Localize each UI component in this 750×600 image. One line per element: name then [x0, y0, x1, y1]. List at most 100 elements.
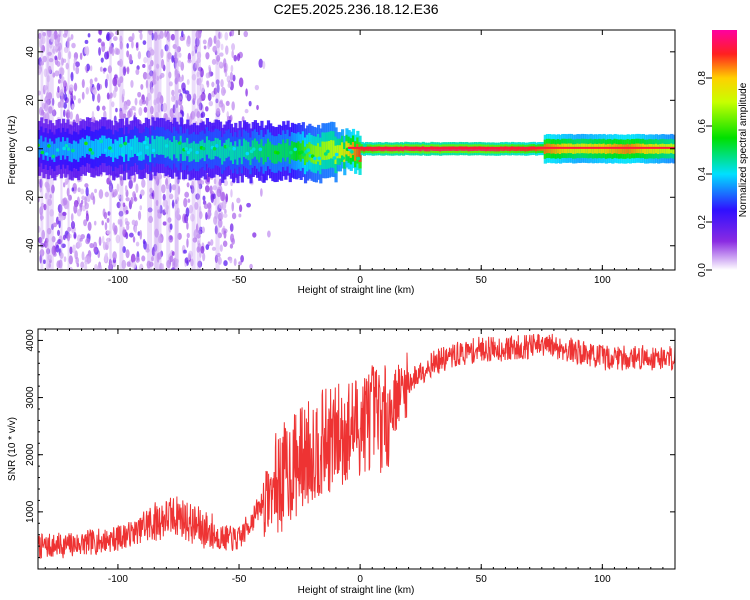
spectrogram-panel: -100 -50 0 50 100 -40 -20 0 20 40 Height of strai…: [7, 29, 676, 296]
noise-speckle: [41, 35, 46, 45]
noise-speckle: [130, 196, 134, 205]
noise-speckle: [39, 249, 45, 257]
noise-speckle: [153, 99, 157, 106]
noise-speckle: [50, 33, 55, 43]
noise-speckle: [71, 187, 75, 192]
band-cell: [412, 146, 417, 152]
band-cell: [288, 145, 292, 164]
noise-speckle: [59, 89, 64, 97]
noise-speckle: [186, 38, 191, 47]
band-cell: [262, 146, 266, 165]
noise-speckle: [212, 45, 218, 53]
noise-speckle: [39, 178, 43, 189]
band-cell: [146, 137, 151, 156]
band-hotspot: [62, 146, 66, 151]
noise-speckle: [72, 244, 76, 254]
band-cell: [208, 140, 212, 159]
noise-speckle: [61, 211, 67, 217]
noise-speckle: [148, 64, 152, 71]
snr-marks: [38, 333, 675, 560]
band-cell: [312, 145, 316, 164]
noise-speckle: [218, 100, 224, 108]
band-hotspot: [302, 153, 306, 157]
noise-speckle: [66, 233, 71, 242]
noise-speckle: [58, 219, 61, 229]
noise-speckle: [221, 191, 226, 202]
noise-speckle: [164, 204, 169, 214]
noise-speckle: [147, 207, 153, 213]
noise-speckle: [173, 257, 177, 263]
noise-speckle: [63, 93, 68, 102]
noise-speckle: [94, 188, 97, 194]
noise-speckle: [66, 187, 70, 197]
noise-speckle: [138, 106, 143, 116]
noise-speckle: [156, 252, 160, 263]
noise-speckle: [109, 180, 112, 186]
noise-speckle: [58, 30, 62, 35]
band-hotspot: [225, 144, 230, 149]
x-tick-label: -50: [232, 275, 247, 286]
noise-speckle: [176, 196, 180, 202]
noise-speckle: [159, 30, 164, 39]
band-cell: [493, 147, 497, 152]
noise-speckle: [137, 210, 142, 221]
noise-speckle: [162, 221, 167, 226]
noise-speckle: [62, 33, 68, 38]
noise-speckle: [73, 232, 77, 239]
noise-speckle: [48, 106, 53, 114]
noise-speckle: [147, 51, 151, 58]
noise-speckle: [75, 61, 80, 68]
noise-speckle: [252, 232, 257, 238]
noise-speckle: [194, 37, 200, 48]
band-hotspot: [84, 141, 88, 146]
noise-speckle: [143, 56, 148, 64]
noise-speckle: [68, 194, 72, 201]
band-hotspot: [55, 148, 60, 152]
noise-speckle: [187, 252, 191, 261]
noise-speckle: [61, 76, 65, 82]
band-hotspot: [110, 149, 114, 153]
noise-speckle: [46, 98, 52, 106]
noise-speckle: [138, 30, 143, 34]
band-cell: [332, 140, 336, 159]
noise-speckle: [254, 84, 260, 91]
noise-speckle: [109, 92, 113, 99]
noise-speckle: [84, 46, 87, 55]
noise-speckle: [258, 58, 264, 68]
noise-speckle: [164, 44, 169, 52]
noise-speckle: [208, 211, 212, 217]
noise-speckle: [57, 79, 61, 84]
noise-speckle: [171, 199, 175, 209]
noise-speckle: [216, 83, 220, 94]
noise-speckle: [186, 93, 192, 102]
noise-speckle: [227, 82, 232, 89]
noise-speckle: [229, 257, 233, 264]
noise-speckle: [230, 30, 235, 37]
noise-speckle: [101, 220, 104, 226]
noise-speckle: [47, 65, 52, 74]
noise-speckle: [236, 197, 241, 204]
band-cell: [140, 142, 144, 161]
noise-speckle: [51, 184, 55, 194]
noise-speckle: [139, 229, 143, 240]
noise-speckle: [62, 80, 67, 89]
band-cell: [40, 135, 44, 155]
noise-speckle: [211, 81, 215, 88]
band-cell: [53, 143, 57, 163]
band-cell: [382, 146, 386, 152]
y-tick-label: 3000: [25, 386, 36, 409]
band-hotspot: [99, 139, 104, 144]
noise-speckle: [98, 46, 101, 56]
band-cell: [266, 138, 271, 157]
noise-speckle: [256, 104, 259, 111]
band-cell: [105, 138, 109, 157]
band-cell: [617, 144, 622, 154]
noise-speckle: [81, 195, 86, 201]
noise-speckle: [150, 192, 154, 197]
band-cell: [75, 141, 79, 160]
snr-series-line: [38, 333, 675, 560]
noise-speckle: [51, 97, 55, 106]
band-cell: [515, 146, 519, 152]
noise-speckle: [231, 201, 235, 212]
noise-speckle: [156, 63, 160, 69]
